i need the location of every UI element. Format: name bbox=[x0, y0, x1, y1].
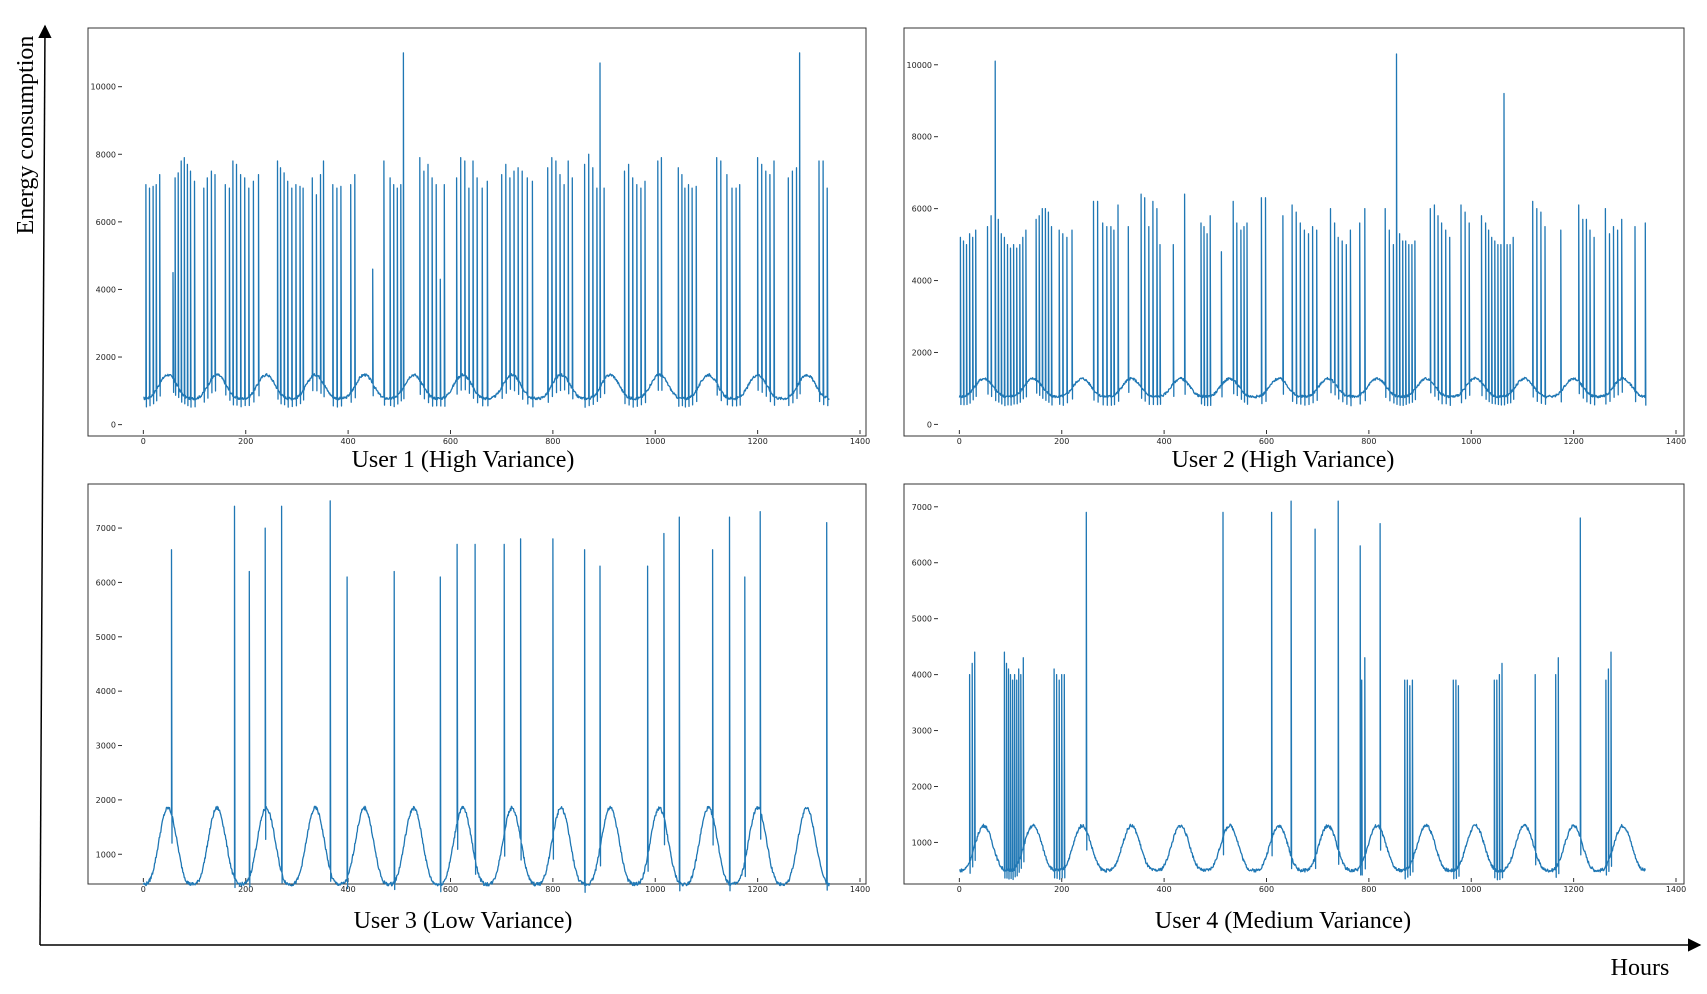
chart-title: User 1 (High Variance) bbox=[352, 447, 575, 473]
x-tick-label: 400 bbox=[1156, 885, 1171, 894]
y-tick-label: 10000 bbox=[907, 61, 932, 70]
x-tick-label: 1200 bbox=[747, 885, 767, 894]
y-tick-label: 5000 bbox=[96, 633, 116, 642]
x-tick-label: 600 bbox=[443, 437, 458, 446]
chart-title: User 4 (Medium Variance) bbox=[1155, 908, 1411, 934]
x-tick-label: 1000 bbox=[1461, 885, 1481, 894]
x-tick-label: 1400 bbox=[850, 885, 870, 894]
y-tick-label: 7000 bbox=[96, 524, 116, 533]
panel-frame bbox=[903, 27, 1685, 437]
x-tick-label: 1400 bbox=[1666, 885, 1686, 894]
y-tick-label: 0 bbox=[927, 420, 932, 429]
panel-frame bbox=[903, 483, 1685, 885]
series-line bbox=[142, 500, 830, 893]
y-tick-label: 4000 bbox=[96, 285, 116, 294]
chart-title: User 3 (Low Variance) bbox=[354, 908, 573, 934]
x-tick-label: 600 bbox=[1259, 437, 1274, 446]
x-tick-label: 1200 bbox=[1563, 437, 1583, 446]
x-tick-label: 1400 bbox=[1666, 437, 1686, 446]
x-axis-label: Hours bbox=[1611, 955, 1670, 981]
y-tick-label: 0 bbox=[111, 421, 116, 430]
chart-title: User 2 (High Variance) bbox=[1172, 447, 1395, 473]
x-tick-label: 1000 bbox=[645, 885, 665, 894]
x-tick-label: 0 bbox=[141, 885, 146, 894]
x-tick-label: 400 bbox=[340, 885, 355, 894]
x-tick-label: 800 bbox=[545, 885, 560, 894]
y-axis-label: Energy consumption bbox=[13, 36, 39, 235]
x-tick-label: 800 bbox=[545, 437, 560, 446]
y-tick-label: 6000 bbox=[96, 578, 116, 587]
y-tick-label: 1000 bbox=[912, 838, 932, 847]
y-tick-label: 6000 bbox=[912, 205, 932, 214]
series-line bbox=[959, 500, 1646, 881]
x-tick-label: 200 bbox=[238, 437, 253, 446]
y-axis-arrow bbox=[38, 24, 52, 946]
x-tick-label: 0 bbox=[957, 885, 962, 894]
panel-user-4: 0 200 400 600 800 1000 1200 1400 1000 2000 3000 400… bbox=[903, 483, 1686, 934]
y-tick-label: 8000 bbox=[96, 150, 116, 159]
x-tick-label: 400 bbox=[340, 437, 355, 446]
y-tick-label: 3000 bbox=[912, 727, 932, 736]
x-tick-label: 0 bbox=[141, 437, 146, 446]
x-tick-label: 400 bbox=[1156, 437, 1171, 446]
y-tick-label: 2000 bbox=[912, 348, 932, 357]
x-tick-label: 0 bbox=[957, 437, 962, 446]
y-tick-label: 1000 bbox=[96, 850, 116, 859]
x-tick-label: 200 bbox=[1054, 437, 1069, 446]
x-tick-label: 200 bbox=[1054, 885, 1069, 894]
x-tick-label: 1200 bbox=[747, 437, 767, 446]
y-tick-label: 4000 bbox=[912, 277, 932, 286]
y-tick-label: 3000 bbox=[96, 742, 116, 751]
y-tick-label: 2000 bbox=[96, 353, 116, 362]
x-tick-label: 1000 bbox=[1461, 437, 1481, 446]
panel-user-2: 0 200 400 600 800 1000 1200 1400 0 2000 4000 6000 80… bbox=[903, 27, 1686, 473]
y-tick-label: 6000 bbox=[96, 218, 116, 227]
y-tick-label: 7000 bbox=[912, 503, 932, 512]
y-tick-label: 2000 bbox=[912, 782, 932, 791]
x-tick-label: 200 bbox=[238, 885, 253, 894]
x-tick-label: 800 bbox=[1361, 437, 1376, 446]
panel-frame bbox=[87, 483, 867, 885]
y-tick-label: 10000 bbox=[91, 83, 116, 92]
series-line bbox=[143, 52, 830, 408]
x-tick-label: 1000 bbox=[645, 437, 665, 446]
y-tick-label: 8000 bbox=[912, 133, 932, 142]
y-tick-label: 5000 bbox=[912, 615, 932, 624]
series-line bbox=[958, 53, 1647, 407]
x-tick-label: 1200 bbox=[1563, 885, 1583, 894]
y-tick-label: 4000 bbox=[912, 671, 932, 680]
y-tick-label: 4000 bbox=[96, 687, 116, 696]
y-tick-label: 6000 bbox=[912, 559, 932, 568]
x-tick-label: 1400 bbox=[850, 437, 870, 446]
x-tick-label: 800 bbox=[1361, 885, 1376, 894]
y-tick-label: 2000 bbox=[96, 796, 116, 805]
x-tick-label: 600 bbox=[1259, 885, 1274, 894]
panel-user-3: 0 200 400 600 800 1000 1200 1400 1000 2000 3000 400… bbox=[87, 483, 870, 934]
x-tick-label: 600 bbox=[443, 885, 458, 894]
panel-user-1: 0 200 400 600 800 1000 1200 1400 0 2000 4000 6000 80… bbox=[87, 27, 870, 473]
